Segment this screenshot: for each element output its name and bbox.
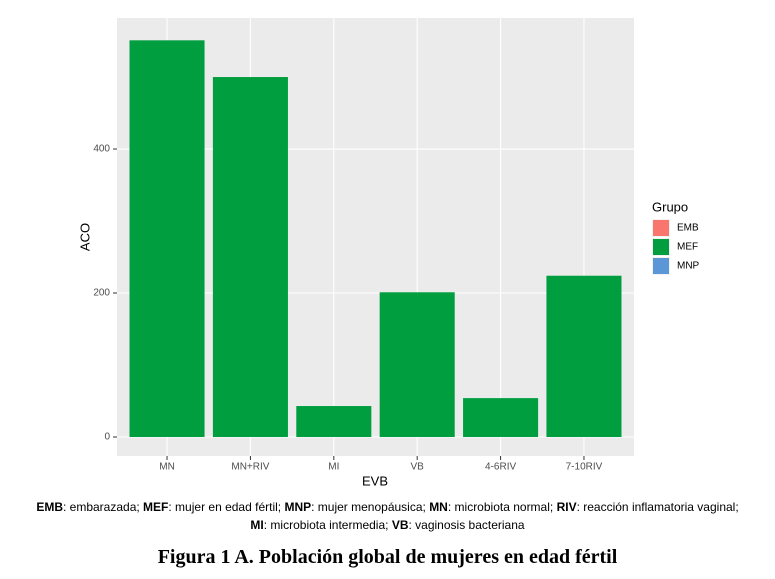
legend-key bbox=[653, 258, 669, 274]
legend-key bbox=[653, 239, 669, 255]
x-tick-label: MN bbox=[159, 462, 175, 473]
bar bbox=[129, 40, 205, 437]
caption-text: : microbiota normal; bbox=[447, 500, 557, 514]
legend-label: EMB bbox=[677, 223, 699, 234]
legend-title: Grupo bbox=[652, 199, 688, 214]
chart: ACO EVB Grupo 0 200 400 MN MN+RIV MI VB 4-6RIV 7… bbox=[77, 18, 700, 488]
legend-label: MEF bbox=[677, 242, 698, 253]
y-tick-label: 400 bbox=[93, 144, 110, 155]
caption-term: MI bbox=[250, 518, 264, 532]
caption-text: : vaginosis bacteriana bbox=[408, 518, 525, 532]
y-tick-label: 200 bbox=[93, 288, 110, 299]
bar bbox=[379, 292, 455, 437]
caption-line: MI: microbiota intermedia; VB: vaginosis… bbox=[0, 518, 775, 532]
caption-term: VB bbox=[391, 518, 409, 532]
bar bbox=[212, 77, 288, 437]
caption-term: MEF bbox=[143, 500, 169, 514]
caption-text: : reacción inflamatoria vaginal; bbox=[576, 500, 739, 514]
legend-label: MNP bbox=[677, 261, 700, 272]
caption-text: : mujer menopáusica; bbox=[311, 500, 430, 514]
caption-line: EMB: embarazada; MEF: mujer en edad fért… bbox=[0, 500, 775, 514]
figure-title: Figura 1 A. Población global de mujeres … bbox=[157, 546, 618, 568]
caption-term: MNP bbox=[284, 500, 312, 514]
x-tick-label: MI bbox=[328, 462, 339, 473]
caption-term: MN bbox=[429, 500, 448, 514]
legend-key bbox=[653, 220, 669, 236]
y-tick-label: 0 bbox=[104, 432, 110, 443]
caption-term: EMB bbox=[36, 500, 63, 514]
caption-text: : microbiota intermedia; bbox=[263, 518, 392, 532]
x-tick-label: VB bbox=[411, 462, 425, 473]
x-tick-label: 7-10RIV bbox=[566, 462, 603, 473]
bar bbox=[463, 398, 539, 437]
x-axis-label: EVB bbox=[362, 473, 388, 488]
x-tick-label: 4-6RIV bbox=[485, 462, 516, 473]
y-axis-label: ACO bbox=[77, 223, 92, 251]
caption-text: : mujer en edad fértil; bbox=[168, 500, 285, 514]
bar bbox=[296, 406, 372, 437]
caption-text: : embarazada; bbox=[63, 500, 144, 514]
x-tick-label: MN+RIV bbox=[231, 462, 269, 473]
caption-term: RIV bbox=[556, 500, 577, 514]
bar bbox=[546, 275, 622, 437]
